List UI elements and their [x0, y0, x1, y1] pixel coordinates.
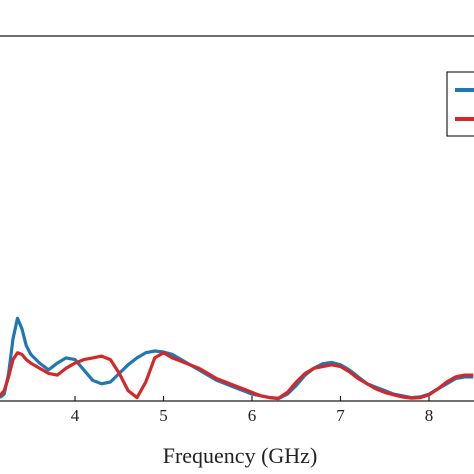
x-axis-ticks: 4 5 6 7 8 — [71, 396, 434, 425]
x-tick-label: 8 — [425, 406, 434, 425]
legend-box — [446, 71, 474, 137]
series-layer — [0, 316, 474, 401]
plot-frame — [0, 35, 474, 402]
x-tick-label: 7 — [336, 406, 345, 425]
series-line-2 — [0, 351, 474, 400]
x-tick-label: 4 — [71, 406, 80, 425]
x-tick-label: 5 — [159, 406, 168, 425]
x-tick-label: 6 — [248, 406, 257, 425]
x-axis-label: Frequency (GHz) — [163, 443, 318, 468]
legend — [446, 71, 474, 137]
